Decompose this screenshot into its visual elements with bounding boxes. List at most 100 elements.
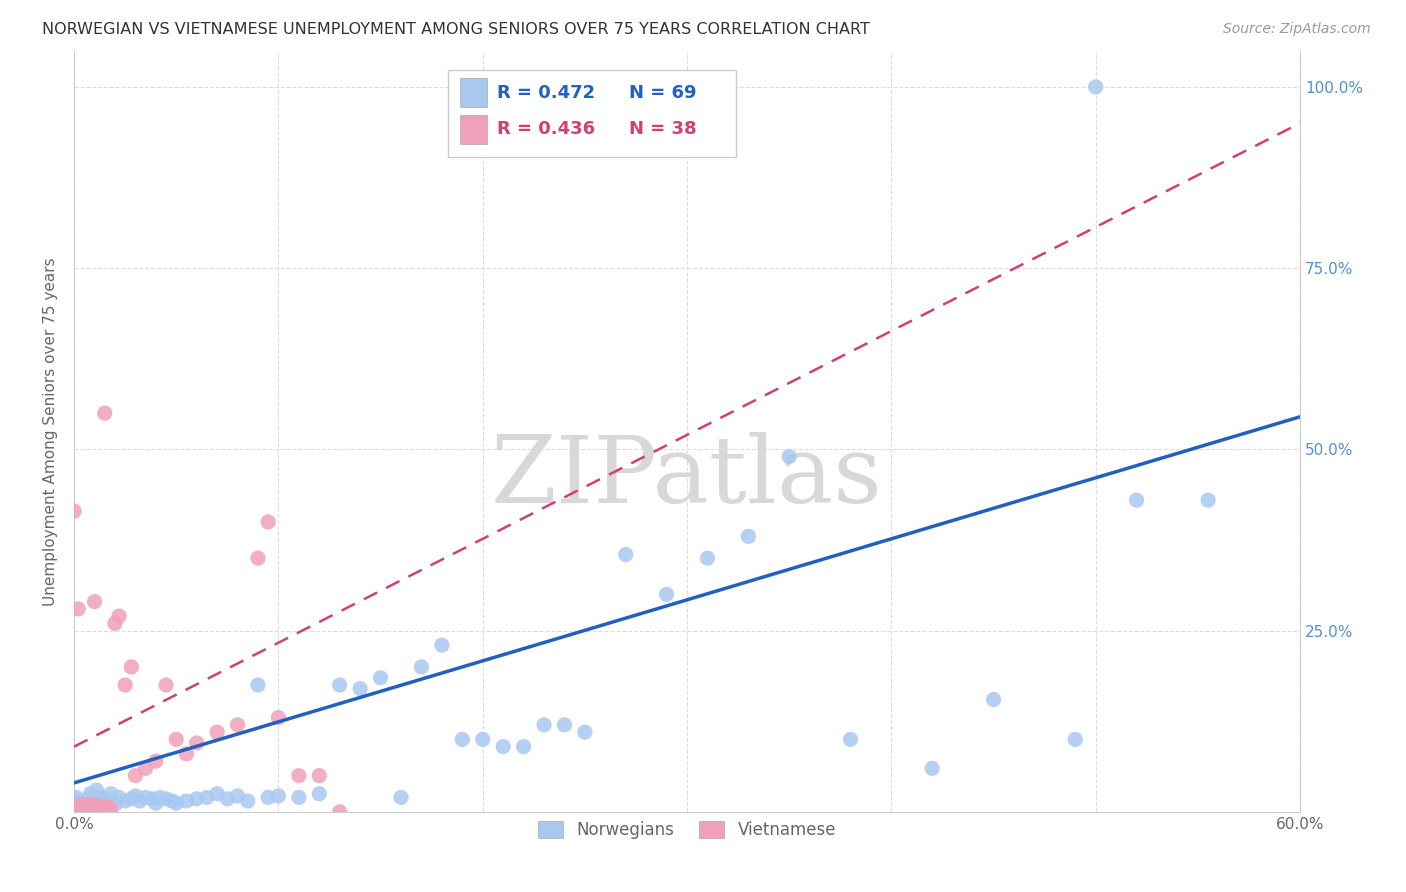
Point — [75, 796, 97, 810]
Point — [226, 718, 249, 732]
Point — [186, 792, 208, 806]
Text: Source: ZipAtlas.com: Source: ZipAtlas.com — [1223, 22, 1371, 37]
Point — [67, 602, 90, 616]
Point — [67, 794, 90, 808]
Point — [614, 79, 637, 94]
Point — [778, 450, 800, 464]
Point — [288, 790, 311, 805]
Point — [983, 692, 1005, 706]
Point — [91, 796, 114, 810]
Point — [82, 799, 104, 814]
Point — [124, 769, 146, 783]
Point — [1084, 79, 1107, 94]
Point — [87, 797, 110, 812]
Text: N = 69: N = 69 — [630, 84, 697, 102]
Point — [155, 792, 177, 806]
Point — [165, 732, 187, 747]
Point — [921, 761, 943, 775]
Point — [72, 801, 94, 815]
Point — [145, 754, 167, 768]
Point — [77, 799, 100, 814]
Point — [411, 660, 433, 674]
Point — [1197, 493, 1219, 508]
Point — [176, 794, 198, 808]
Point — [267, 789, 290, 803]
Point — [308, 769, 330, 783]
Point — [430, 638, 453, 652]
FancyBboxPatch shape — [449, 70, 737, 157]
Point — [63, 504, 86, 518]
Point — [257, 515, 280, 529]
Point — [67, 799, 90, 814]
Point — [696, 551, 718, 566]
Point — [246, 678, 269, 692]
Point — [1125, 493, 1147, 508]
Point — [114, 678, 136, 692]
Point — [90, 790, 112, 805]
Point — [128, 794, 150, 808]
Point — [93, 792, 115, 806]
Point — [120, 660, 142, 674]
Point — [257, 790, 280, 805]
Point — [108, 790, 131, 805]
Point — [82, 799, 104, 814]
Point — [645, 79, 668, 94]
Point — [288, 769, 311, 783]
Text: R = 0.436: R = 0.436 — [498, 120, 595, 138]
FancyBboxPatch shape — [460, 114, 488, 144]
Point — [114, 794, 136, 808]
Point — [83, 797, 105, 812]
Y-axis label: Unemployment Among Seniors over 75 years: Unemployment Among Seniors over 75 years — [44, 257, 58, 606]
Point — [145, 796, 167, 810]
Point — [165, 796, 187, 810]
Point — [267, 711, 290, 725]
Point — [93, 406, 115, 420]
Point — [124, 789, 146, 803]
Point — [614, 548, 637, 562]
Point — [141, 792, 163, 806]
Point — [100, 801, 122, 815]
Point — [186, 736, 208, 750]
Point — [492, 739, 515, 754]
Point — [217, 792, 239, 806]
Point — [72, 799, 94, 814]
Legend: Norwegians, Vietnamese: Norwegians, Vietnamese — [531, 814, 842, 846]
Point — [73, 801, 96, 815]
Point — [108, 609, 131, 624]
Point — [77, 792, 100, 806]
Point — [79, 801, 101, 815]
Point — [86, 783, 108, 797]
Point — [451, 732, 474, 747]
Point — [69, 797, 91, 812]
Point — [533, 718, 555, 732]
Point — [195, 790, 218, 805]
Point — [75, 797, 97, 812]
Point — [96, 794, 118, 808]
Point — [839, 732, 862, 747]
Point — [574, 725, 596, 739]
Point — [226, 789, 249, 803]
Point — [91, 801, 114, 815]
Point — [329, 805, 352, 819]
Point — [83, 594, 105, 608]
Point — [160, 794, 183, 808]
Text: N = 38: N = 38 — [630, 120, 697, 138]
Point — [79, 787, 101, 801]
Point — [308, 787, 330, 801]
Point — [370, 671, 392, 685]
Text: ZIPatlas: ZIPatlas — [491, 432, 883, 522]
Point — [553, 718, 575, 732]
Point — [135, 790, 157, 805]
Point — [236, 794, 259, 808]
Point — [83, 794, 105, 808]
Point — [737, 529, 759, 543]
FancyBboxPatch shape — [460, 78, 488, 107]
Point — [100, 787, 122, 801]
Point — [349, 681, 371, 696]
Point — [512, 739, 534, 754]
Point — [73, 799, 96, 814]
Point — [149, 790, 172, 805]
Point — [104, 797, 127, 812]
Point — [65, 790, 87, 805]
Point — [135, 761, 157, 775]
